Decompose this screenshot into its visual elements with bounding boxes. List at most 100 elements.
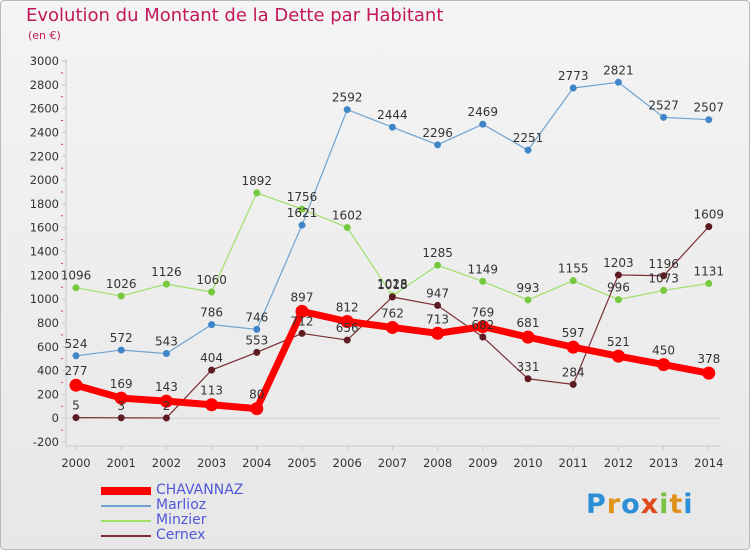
y-tick-label: 2400 [30, 125, 59, 139]
page-title: Evolution du Montant de la Dette par Hab… [26, 5, 444, 26]
data-point-minzier [298, 205, 306, 213]
data-point-minzier [72, 284, 80, 292]
data-point-minzier [479, 277, 487, 285]
data-point-cernex [660, 272, 668, 280]
data-point-marlioz [569, 84, 577, 92]
data-point-chavannaz [69, 378, 83, 392]
data-point-minzier [208, 288, 216, 296]
data-point-chavannaz [521, 330, 535, 344]
data-point-marlioz [162, 350, 170, 358]
data-label-minzier: 1060 [196, 273, 227, 287]
y-tick-label: 800 [37, 316, 59, 330]
data-point-minzier [434, 261, 442, 269]
data-label-marlioz: 2251 [513, 131, 544, 145]
data-label-marlioz: 572 [110, 331, 133, 345]
legend-label: Minzier [156, 512, 207, 528]
data-label-chavannaz: 113 [200, 384, 223, 398]
data-label-minzier: 1285 [422, 246, 453, 260]
y-tick-label: 2600 [30, 102, 59, 116]
data-point-cernex [298, 329, 306, 337]
proxiti-logo: Proxiti [586, 489, 694, 520]
y-tick-label: 200 [37, 387, 59, 401]
y-tick-label: 400 [37, 364, 59, 378]
data-label-chavannaz: 762 [381, 306, 404, 320]
data-label-cernex: 712 [291, 314, 314, 328]
x-tick-label: 2006 [333, 456, 362, 470]
data-point-minzier [705, 280, 713, 288]
data-label-cernex: 3 [117, 399, 125, 413]
data-label-chavannaz: 521 [607, 335, 630, 349]
data-point-cernex [388, 293, 396, 301]
data-point-minzier [569, 277, 577, 285]
data-point-cernex [208, 366, 216, 374]
data-label-minzier: 1602 [332, 208, 363, 222]
data-label-minzier: 1028 [377, 277, 408, 291]
data-label-marlioz: 1621 [287, 206, 318, 220]
data-label-cernex: 682 [471, 318, 494, 332]
data-point-chavannaz [385, 320, 399, 334]
data-label-marlioz: 786 [200, 306, 223, 320]
data-label-chavannaz: 80 [249, 388, 264, 402]
data-label-chavannaz: 169 [110, 377, 133, 391]
data-point-cernex [434, 301, 442, 309]
legend-swatch [101, 487, 151, 495]
data-label-cernex: 947 [426, 286, 449, 300]
data-label-marlioz: 2469 [468, 105, 499, 119]
data-point-chavannaz [205, 398, 219, 412]
data-point-cernex [253, 348, 261, 356]
data-label-marlioz: 746 [245, 310, 268, 324]
y-tick-label: 2000 [30, 173, 59, 187]
data-point-minzier [660, 286, 668, 294]
data-label-chavannaz: 769 [471, 306, 494, 320]
x-tick-label: 2012 [604, 456, 633, 470]
data-point-marlioz [117, 346, 125, 354]
data-label-cernex: 1609 [694, 208, 725, 222]
data-point-minzier [117, 292, 125, 300]
x-tick-label: 2013 [649, 456, 678, 470]
data-label-chavannaz: 450 [652, 344, 675, 358]
data-label-marlioz: 2773 [558, 69, 589, 83]
data-point-marlioz [434, 141, 442, 149]
data-point-cernex [569, 380, 577, 388]
y-tick-label: 2200 [30, 149, 59, 163]
data-label-cernex: 553 [245, 333, 268, 347]
data-point-marlioz [479, 120, 487, 128]
data-label-cernex: 1203 [603, 256, 634, 270]
data-label-minzier: 1096 [61, 269, 92, 283]
x-tick-label: 2008 [423, 456, 452, 470]
data-label-marlioz: 543 [155, 335, 178, 349]
x-tick-label: 2000 [61, 456, 90, 470]
y-tick-label: 2800 [30, 78, 59, 92]
data-label-cernex: 1018 [377, 278, 408, 292]
legend-label: CHAVANNAZ [156, 482, 244, 498]
legend-label: Cernex [156, 527, 206, 543]
data-point-minzier [614, 296, 622, 304]
data-point-minzier [343, 223, 351, 231]
data-label-minzier: 1073 [648, 271, 679, 285]
data-label-minzier: 1126 [151, 265, 182, 279]
data-label-marlioz: 2527 [648, 98, 679, 112]
line-chart: -200 0 200 400 600 800 1000 1200 1400 1600 1800 200… [30, 54, 725, 470]
data-label-chavannaz: 812 [336, 301, 359, 315]
data-point-chavannaz [566, 340, 580, 354]
data-label-minzier: 1149 [468, 262, 499, 276]
data-label-minzier: 996 [607, 281, 630, 295]
x-tick-label: 2005 [287, 456, 316, 470]
data-point-marlioz [660, 113, 668, 121]
data-point-chavannaz [611, 349, 625, 363]
data-label-cernex: 284 [562, 365, 585, 379]
x-tick-label: 2014 [694, 456, 723, 470]
data-point-marlioz [388, 123, 396, 131]
data-point-cernex [117, 414, 125, 422]
unit-subtitle: (en €) [28, 29, 61, 42]
data-point-marlioz [72, 352, 80, 360]
data-label-minzier: 1155 [558, 262, 589, 276]
y-tick-label: 600 [37, 340, 59, 354]
data-label-marlioz: 2296 [422, 126, 453, 140]
data-point-marlioz [524, 146, 532, 154]
y-tick-label: 1800 [30, 197, 59, 211]
data-label-minzier: 1026 [106, 277, 137, 291]
y-tick-label: 1400 [30, 245, 59, 259]
data-label-minzier: 993 [517, 281, 540, 295]
